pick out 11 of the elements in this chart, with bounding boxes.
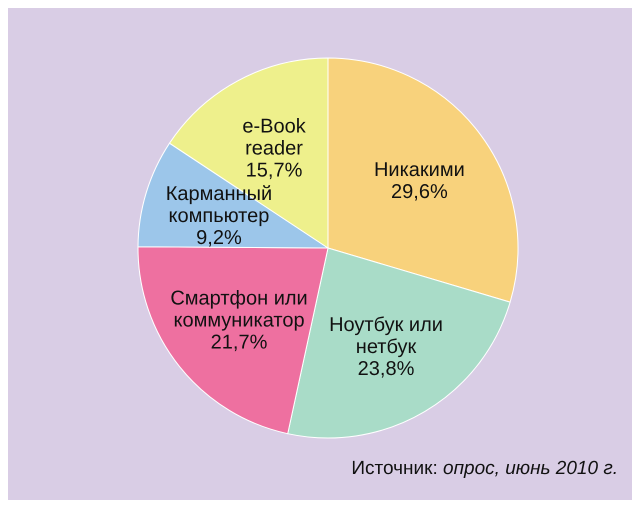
slice-label: Никакими	[374, 158, 465, 181]
slice-label: Карманный компьютер	[166, 182, 272, 227]
data-label: 9,2%	[196, 226, 242, 249]
data-label: 15,7%	[246, 160, 303, 182]
text: Источник: опрос, июнь 2010 г.	[351, 458, 618, 479]
slice-label: e-Book reader	[242, 116, 307, 160]
slice-label: Ноутбук или нетбук	[329, 314, 443, 358]
data-label: 21,7%	[210, 331, 268, 354]
slice-label: Смартфон или коммуникатор	[170, 287, 308, 332]
data-label: 23,8%	[358, 358, 415, 380]
data-label: 29,6%	[391, 180, 448, 203]
